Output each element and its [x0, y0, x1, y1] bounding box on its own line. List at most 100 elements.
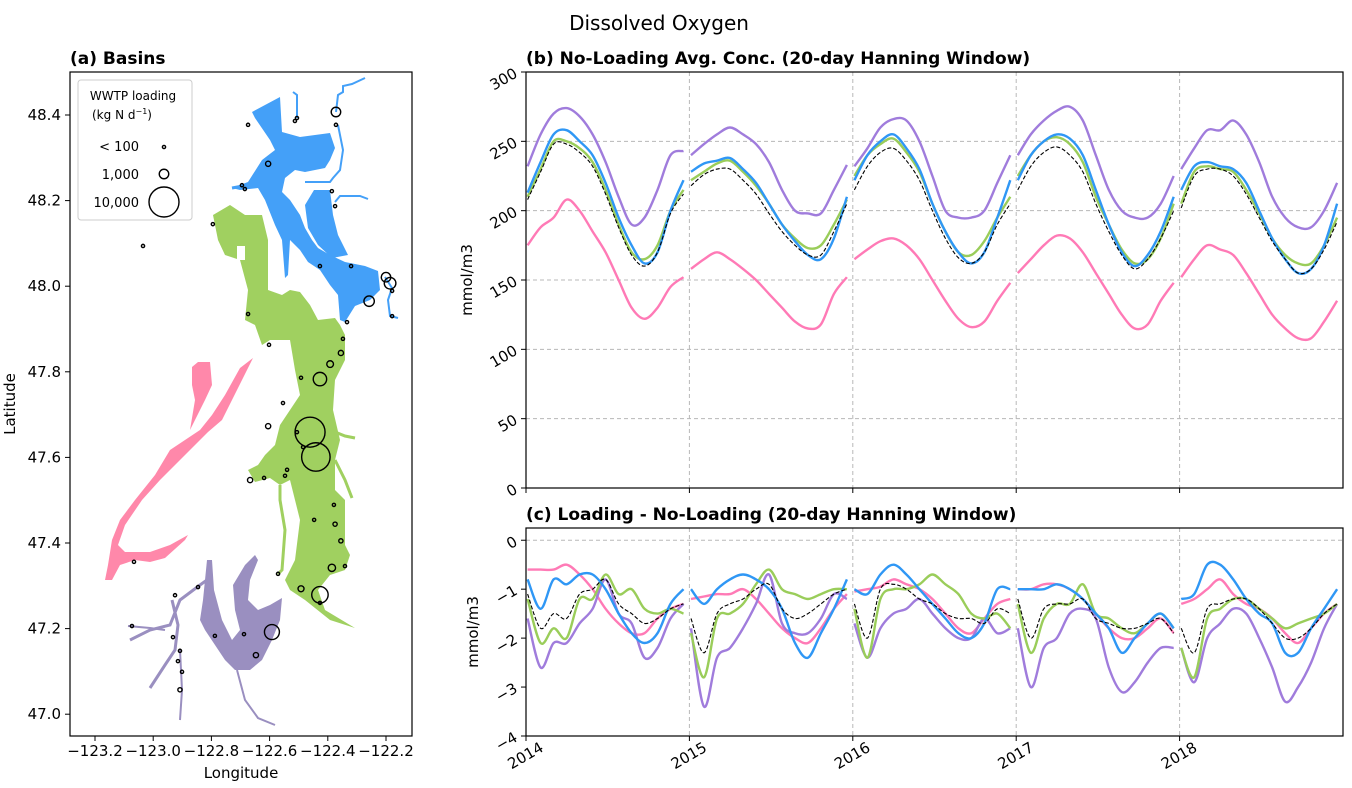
b-series-purple-2017	[1016, 105, 1175, 221]
panel-b-ylabel: mmol/m3	[458, 244, 476, 316]
panel-a-title: (a) Basins	[70, 49, 166, 69]
b-series-blue-2014	[526, 128, 685, 265]
c-series-blue-2016	[853, 563, 1011, 640]
b-series-blue-2018	[1180, 160, 1339, 275]
legend-marker	[158, 168, 170, 180]
wwtp-marker	[348, 263, 354, 269]
c-series-average-2016	[853, 582, 1011, 639]
map-ytick-label: 48.0	[28, 277, 61, 295]
wwtp-marker	[344, 319, 350, 325]
wwtp-marker	[333, 122, 339, 128]
b-series-purple-2015	[690, 126, 848, 217]
c-xtick-label: 2018	[1158, 738, 1200, 773]
wwtp-marker	[242, 186, 248, 192]
wwtp-marker	[326, 360, 335, 369]
wwtp-marker	[263, 623, 281, 641]
wwtp-marker	[177, 648, 183, 654]
wwtp-marker	[311, 585, 329, 604]
map-ytick-label: 48.2	[28, 192, 61, 210]
wwtp-marker	[300, 442, 331, 472]
b-ytick-label: 200	[487, 203, 521, 233]
wwtp-marker	[389, 313, 395, 319]
wwtp-marker	[239, 182, 245, 188]
wwtp-marker	[332, 521, 338, 527]
c-series-purple-2014	[526, 578, 685, 669]
panel-c-ylabel: mmol/m3	[464, 596, 482, 668]
b-series-green-2016	[853, 137, 1012, 258]
c-xtick-label: 2015	[668, 738, 710, 773]
wwtp-marker	[129, 623, 135, 629]
wwtp-marker	[327, 563, 337, 573]
wwtp-marker	[294, 429, 300, 435]
legend-marker	[148, 186, 180, 218]
wwtp-marker	[298, 375, 304, 381]
legend-box	[77, 79, 193, 221]
b-series-average-2018	[1180, 167, 1338, 275]
wwtp-markers	[129, 106, 397, 693]
c-series-purple-2015	[689, 573, 848, 708]
c-series-blue-2014	[526, 571, 685, 645]
map-ytick-label: 47.0	[28, 705, 61, 723]
basin-whidbey	[231, 77, 399, 322]
map-ytick-label: 47.4	[28, 534, 61, 552]
basin-south-sound	[127, 555, 282, 726]
c-series-green-2016	[853, 573, 1012, 659]
wwtp-marker	[317, 263, 323, 269]
basin-main	[213, 205, 356, 628]
c-series-average-2018	[1180, 597, 1338, 654]
legend-label-small: < 100	[99, 140, 139, 155]
panel-b-no-loading-conc: (b) No-Loading Avg. Conc. (20-day Hannin…	[458, 49, 1344, 501]
c-series-green-2015	[689, 568, 847, 679]
wwtp-marker	[140, 243, 146, 249]
c-ytick-label: 0	[503, 532, 520, 552]
wwtp-marker	[311, 517, 317, 523]
wwtp-marker	[363, 295, 376, 308]
map-ylabel: Latitude	[1, 373, 19, 435]
legend-label-medium: 1,000	[102, 168, 139, 183]
wwtp-marker	[338, 538, 344, 544]
wwtp-marker	[179, 669, 185, 675]
map-xtick-label: −122.4	[300, 742, 356, 760]
b-series-green-2018	[1180, 165, 1339, 267]
c-series-average-2015	[690, 582, 848, 654]
map-legend: WWTP loading (kg N d−1) < 100 1,000 10,0…	[77, 79, 193, 221]
wwtp-marker	[340, 336, 346, 342]
wwtp-marker	[195, 584, 201, 590]
wwtp-marker	[292, 118, 298, 124]
legend-marker	[161, 144, 167, 150]
legend-title: WWTP loading	[90, 89, 176, 103]
figure-title: Dissolved Oxygen	[569, 11, 749, 35]
b-series-average-2017	[1017, 146, 1175, 270]
c-ytick-label: −3	[492, 679, 520, 706]
c-series-average-2017	[1017, 597, 1175, 639]
wwtp-marker	[337, 349, 345, 357]
c-ytick-label: −2	[492, 630, 520, 657]
map-xtick-label: −123.0	[125, 742, 181, 760]
c-series-purple-2018	[1180, 603, 1339, 704]
map-xtick-label: −122.6	[242, 742, 298, 760]
b-series-average-2015	[690, 167, 848, 258]
wwtp-marker	[131, 559, 137, 565]
c-series-pink-2015	[690, 587, 848, 645]
panel-a-frame	[69, 71, 413, 737]
wwtp-marker	[245, 122, 251, 128]
wwtp-marker	[329, 188, 335, 194]
c-series-green-2014	[526, 573, 684, 646]
b-ytick-label: 150	[487, 272, 521, 302]
b-series-green-2014	[526, 137, 685, 261]
b-series-average-2014	[527, 141, 684, 267]
c-ytick-label: −1	[492, 581, 520, 608]
panel-c-frame	[525, 527, 1344, 737]
panel-c-title: (c) Loading - No-Loading (20-day Hanning…	[526, 505, 1016, 525]
map-axis-ticks: −123.2 −123.0 −122.8 −122.6 −122.4 −122.2 47.0…	[28, 106, 414, 760]
b-series-pink-2014	[526, 198, 685, 320]
wwtp-marker	[177, 686, 183, 693]
b-series-blue-2016	[853, 133, 1012, 265]
map-ytick-label: 47.6	[28, 448, 61, 466]
c-series-average-2014	[527, 578, 684, 630]
b-series-blue-2015	[690, 156, 849, 262]
b-series-average-2016	[853, 147, 1011, 265]
b-ytick-label: 300	[487, 64, 521, 94]
map-ytick-label: 47.2	[28, 620, 61, 638]
panel-a-basin-map: (a) Basins	[1, 49, 414, 782]
